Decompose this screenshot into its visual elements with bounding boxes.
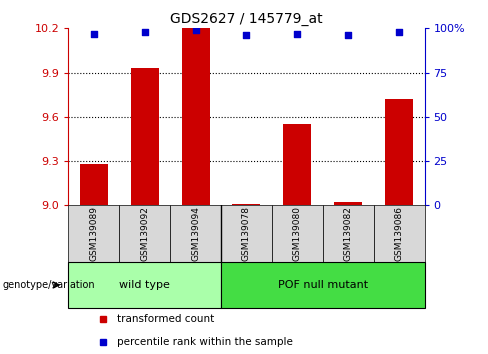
Point <box>192 27 200 33</box>
Text: POF null mutant: POF null mutant <box>278 280 368 290</box>
Point <box>90 31 98 36</box>
Point <box>345 33 352 38</box>
Point <box>141 29 148 35</box>
Bar <box>374 205 425 262</box>
Bar <box>170 205 221 262</box>
Bar <box>221 262 425 308</box>
Text: genotype/variation: genotype/variation <box>2 280 95 290</box>
Text: GSM139082: GSM139082 <box>344 206 353 261</box>
Text: GSM139078: GSM139078 <box>242 206 251 261</box>
Title: GDS2627 / 145779_at: GDS2627 / 145779_at <box>170 12 323 26</box>
Bar <box>284 124 311 205</box>
Bar <box>68 262 221 308</box>
Bar <box>323 205 374 262</box>
Text: GSM139092: GSM139092 <box>140 206 149 261</box>
Point <box>243 33 250 38</box>
Bar <box>272 205 323 262</box>
Bar <box>131 68 159 205</box>
Bar <box>68 205 119 262</box>
Text: transformed count: transformed count <box>117 314 214 324</box>
Text: GSM139086: GSM139086 <box>395 206 404 261</box>
Bar <box>182 28 209 205</box>
Bar <box>80 164 108 205</box>
Point <box>293 31 301 36</box>
Text: GSM139094: GSM139094 <box>191 206 200 261</box>
Bar <box>119 205 170 262</box>
Text: GSM139080: GSM139080 <box>293 206 302 261</box>
Text: wild type: wild type <box>119 280 170 290</box>
Bar <box>232 204 261 205</box>
Bar <box>221 205 272 262</box>
Text: GSM139089: GSM139089 <box>89 206 98 261</box>
Bar <box>334 202 362 205</box>
Text: percentile rank within the sample: percentile rank within the sample <box>117 337 292 347</box>
Point <box>395 29 403 35</box>
Bar <box>385 99 413 205</box>
